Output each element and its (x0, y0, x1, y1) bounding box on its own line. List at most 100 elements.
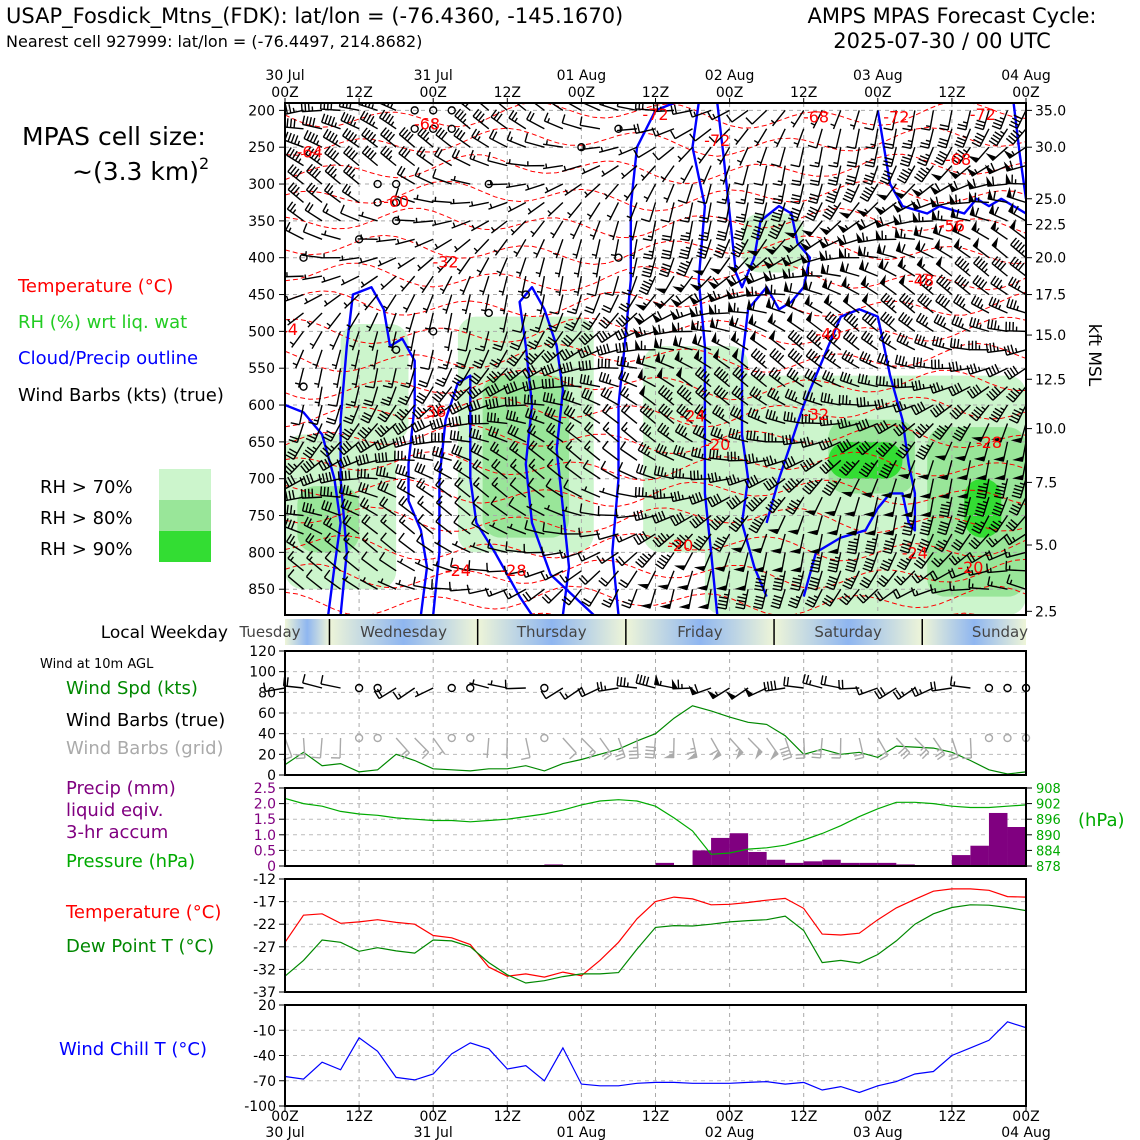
wind-barb (305, 532, 323, 553)
wind-barb (713, 239, 731, 259)
rh-90-swatch (159, 531, 211, 562)
wind-barb (711, 331, 730, 351)
wind-barb (861, 311, 879, 332)
wind-barb (287, 312, 304, 326)
top-date-label: 03 Aug (853, 68, 903, 84)
wind-barb (471, 515, 490, 535)
wind-barb (836, 438, 860, 454)
wind-barb (895, 240, 916, 259)
wind-barb (586, 275, 601, 297)
wind-barb (506, 523, 527, 535)
grid-wind-barb (984, 733, 994, 743)
top-hour-label: 12Z (345, 85, 372, 101)
wind-barb (876, 183, 897, 201)
wind-barb (436, 257, 453, 274)
wind-barb (489, 441, 508, 461)
wind-barb (487, 538, 508, 554)
wind-barb (472, 108, 490, 130)
wind-barb (767, 220, 786, 240)
wind-barb (319, 103, 341, 112)
wind-barb (468, 560, 489, 572)
wind-barb (716, 183, 731, 205)
wind-barb (380, 127, 397, 148)
surface-wind-barb (1003, 683, 1012, 693)
wind-barb (991, 496, 1009, 517)
wind-barb (810, 110, 823, 129)
wind-barb (394, 404, 416, 421)
wind-barb (383, 294, 397, 312)
wind-barb (954, 441, 972, 462)
wind-barb (341, 183, 360, 204)
y-tick-label: -37 (253, 985, 276, 1001)
wind-barb (343, 294, 360, 309)
wind-barb (876, 242, 897, 259)
wind-barb (490, 220, 508, 234)
wind-barb (898, 273, 916, 296)
wind-panel-title: Wind at 10m AGL (40, 657, 154, 672)
precip-bar (988, 812, 1008, 866)
y-tick-label: -32 (253, 962, 276, 978)
grid-wind-barb (354, 733, 364, 743)
wind-barb (374, 452, 397, 464)
weekday-name: Sunday (972, 623, 1028, 641)
wind-barb (804, 368, 823, 388)
wind-barb (357, 234, 378, 240)
wind-barb (821, 478, 842, 497)
temperature-contour-label: -24 (445, 561, 471, 580)
height-tick-label: 17.5 (1035, 288, 1066, 304)
wind-barb (527, 477, 545, 498)
wind-barb (969, 317, 990, 333)
wind-barb (818, 236, 842, 249)
wind-barb (640, 202, 657, 223)
wind-barb (324, 163, 342, 185)
wind-barb (542, 391, 564, 406)
wind-barb (578, 570, 601, 585)
wind-barb (984, 550, 1008, 561)
wind-barb (875, 375, 897, 388)
wind-barb (542, 140, 563, 148)
rh-class-label: RH > 80% (40, 508, 133, 529)
wind-barb (505, 541, 526, 554)
wind-barb (880, 292, 897, 314)
weekday-name: Friday (677, 623, 723, 641)
wind-barb (554, 257, 564, 278)
y-tick-label: 1.0 (254, 828, 276, 844)
wind-barb (753, 128, 768, 147)
grid-wind-barb (414, 737, 430, 760)
wind-barb (484, 308, 493, 318)
wind-barb (505, 159, 526, 167)
wind-barb (897, 256, 916, 277)
wind-barb (397, 257, 416, 270)
panel-frame (284, 650, 1027, 776)
wind-barb (305, 182, 323, 203)
wind-barb (285, 272, 304, 278)
y-tick-label: 0 (267, 859, 276, 875)
wind-barb (639, 403, 656, 424)
temperature-contour-label: -32 (432, 252, 458, 271)
wind-barb (951, 146, 972, 165)
temperature-contour (285, 479, 1026, 507)
wind-barb (688, 491, 712, 505)
wind-barb (968, 191, 989, 204)
wind-barb (597, 505, 619, 517)
wind-barb (591, 239, 601, 259)
wind-barb (417, 127, 434, 148)
wind-barb (696, 239, 712, 259)
wind-barb (342, 128, 360, 148)
top-hour-label: 12Z (938, 85, 965, 101)
wind-barb (769, 348, 786, 369)
wind-barb (692, 257, 712, 276)
wind-barb (449, 386, 471, 402)
precip-bar (766, 859, 786, 866)
wind-barb (858, 259, 879, 277)
grid-wind-barb (709, 737, 722, 761)
wind-barb (285, 128, 286, 130)
wind-barb (856, 232, 878, 244)
wind-barb (896, 165, 916, 184)
wind-barb (523, 543, 545, 554)
wind-barb (490, 109, 508, 130)
wind-barb (432, 168, 452, 185)
wind-barb (827, 128, 842, 149)
wind-barb (937, 128, 953, 149)
temperature-contour (285, 180, 1026, 212)
